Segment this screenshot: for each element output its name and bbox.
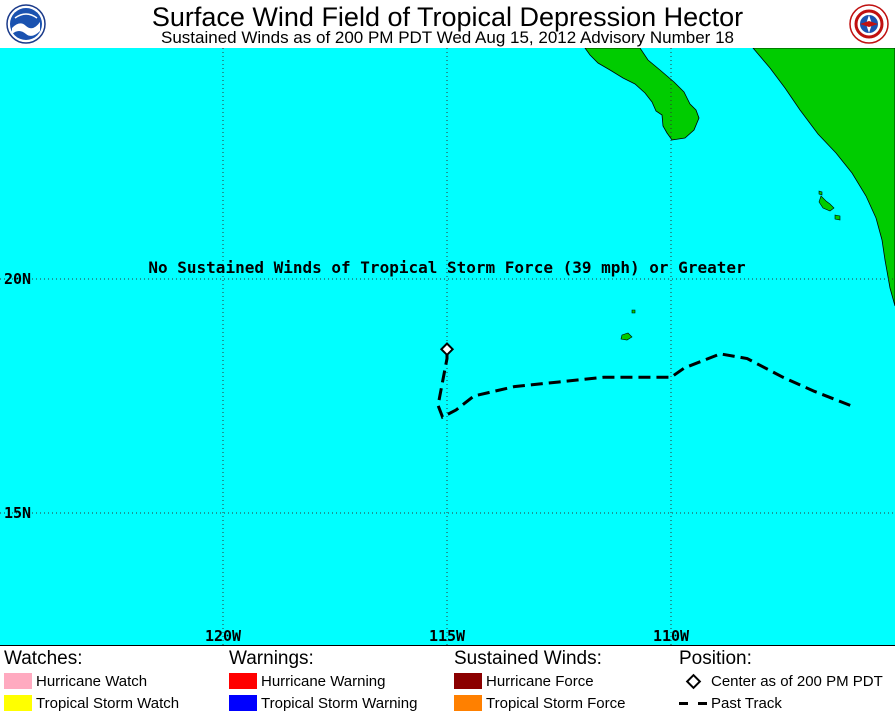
storm-center [439,342,455,357]
legend-position-heading: Position: [679,648,752,669]
san-benedicto-island [631,309,636,314]
tropical-storm-warning-label: Tropical Storm Warning [261,694,418,712]
tres-marias-islands [818,190,841,221]
map-title: Surface Wind Field of Tropical Depressio… [151,2,744,32]
map-subtitle: Sustained Winds as of 200 PM PDT Wed Aug… [161,28,734,47]
legend-winds-heading: Sustained Winds: [454,648,602,669]
legend-warnings: Warnings: Hurricane Warning Tropical Sto… [229,648,417,714]
longitude-label: 110W [653,627,690,645]
mainland-mexico-land [752,48,895,307]
longitude-label: 115W [429,627,466,645]
latitude-label: 15N [4,504,31,522]
lat-lon-grid: 120W 115W 110W 20N 15N [0,48,895,645]
center-diamond [439,342,455,357]
longitude-label: 120W [205,627,242,645]
past-track-dash-icon [679,701,707,705]
noaa-logo-icon [6,4,46,44]
legend-warnings-heading: Warnings: [229,648,314,669]
legend-tropical-storm-warning: Tropical Storm Warning [229,692,417,714]
tropical-storm-force-label: Tropical Storm Force [486,694,626,712]
hurricane-force-label: Hurricane Force [486,672,594,690]
past-track-line [436,349,851,420]
hurricane-warning-label: Hurricane Warning [261,672,386,690]
legend-tropical-storm-watch: Tropical Storm Watch [4,692,179,714]
center-label: Center as of 200 PM PDT [711,672,883,690]
legend-past-track: Past Track [679,692,883,714]
center-diamond-icon [679,673,707,689]
hurricane-watch-swatch [4,673,32,689]
map-header: Surface Wind Field of Tropical Depressio… [0,0,895,48]
hurricane-watch-label: Hurricane Watch [36,672,148,690]
legend-hurricane-watch: Hurricane Watch [4,670,179,692]
nws-logo-icon [849,4,889,44]
legend: Watches: Hurricane Watch Tropical Storm … [0,645,895,717]
tropical-storm-watch-swatch [4,695,32,711]
legend-hurricane-warning: Hurricane Warning [229,670,417,692]
hurricane-warning-swatch [229,673,257,689]
legend-sustained-winds: Sustained Winds: Hurricane Force Tropica… [454,648,625,714]
legend-tropical-storm-force: Tropical Storm Force [454,692,625,714]
tropical-storm-watch-label: Tropical Storm Watch [36,694,180,712]
legend-watches-heading: Watches: [4,648,83,669]
socorro-island [620,332,633,341]
hurricane-force-swatch [454,673,482,689]
wind-field-map: 120W 115W 110W 20N 15N No Sustained Winds of… [0,48,895,645]
past-track-label: Past Track [711,694,782,712]
tropical-storm-warning-swatch [229,695,257,711]
tropical-storm-force-swatch [454,695,482,711]
legend-center: Center as of 200 PM PDT [679,670,883,692]
legend-watches: Watches: Hurricane Watch Tropical Storm … [4,648,179,714]
past-track [436,349,851,420]
latitude-label: 20N [4,270,31,288]
legend-position: Position: Center as of 200 PM PDT Past T… [679,648,883,714]
no-tropical-storm-winds-notice: No Sustained Winds of Tropical Storm For… [148,258,745,277]
legend-hurricane-force: Hurricane Force [454,670,625,692]
